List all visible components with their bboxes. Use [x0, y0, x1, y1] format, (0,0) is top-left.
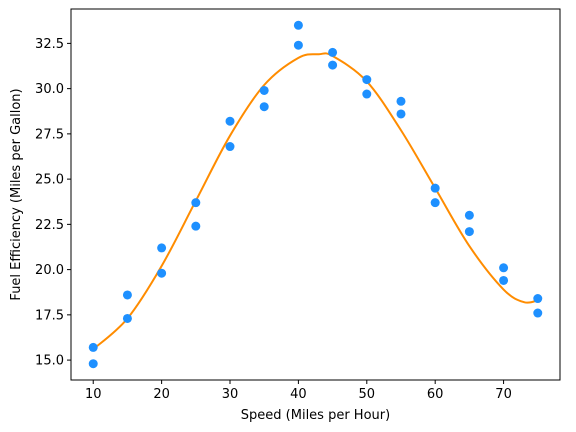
data-point: [430, 183, 440, 193]
y-tick-label: 15.0: [35, 354, 64, 369]
data-point: [293, 20, 303, 30]
data-point: [88, 359, 98, 369]
y-tick-label: 30.0: [35, 82, 64, 97]
x-axis-label: Speed (Miles per Hour): [241, 408, 390, 423]
data-point: [157, 268, 167, 278]
data-point: [396, 109, 406, 119]
axes-layer: 10 20 30 40 50 60 70 15.0 17.5 20.0 22.5 25.0 27.5 30…: [35, 8, 561, 402]
data-point: [191, 221, 201, 231]
data-point: [533, 308, 543, 318]
data-point: [191, 198, 201, 208]
y-axis-label: Fuel Efficiency (Miles per Gallon): [9, 88, 24, 300]
data-point: [122, 290, 132, 300]
fit-curve-layer: [92, 52, 538, 350]
data-point: [362, 75, 372, 85]
data-point: [293, 40, 303, 50]
y-tick-label: 27.5: [35, 127, 64, 142]
data-point: [499, 263, 509, 273]
x-tick-label: 60: [427, 387, 444, 402]
plot-frame: [70, 8, 561, 381]
data-point: [362, 89, 372, 99]
data-point: [88, 342, 98, 352]
data-point: [430, 198, 440, 208]
data-point: [328, 47, 338, 57]
data-point: [225, 116, 235, 126]
x-tick-label: 50: [359, 387, 376, 402]
data-point: [225, 142, 235, 152]
x-tick-label: 40: [290, 387, 307, 402]
data-point: [157, 243, 167, 253]
data-point: [328, 60, 338, 70]
x-tick-label: 10: [85, 387, 102, 402]
y-tick-label: 25.0: [35, 173, 64, 188]
points-layer: [88, 20, 543, 369]
y-tick-label: 20.0: [35, 263, 64, 278]
data-point: [464, 210, 474, 220]
y-tick-label: 17.5: [35, 308, 64, 323]
y-tick-label: 22.5: [35, 218, 64, 233]
data-point: [464, 227, 474, 237]
x-tick-label: 20: [153, 387, 170, 402]
data-point: [259, 102, 269, 112]
data-point: [533, 294, 543, 304]
data-point: [122, 313, 132, 323]
fit-curve-line: [92, 52, 538, 350]
data-point: [259, 85, 269, 95]
x-tick-label: 30: [222, 387, 239, 402]
y-tick-label: 32.5: [35, 37, 64, 52]
data-point: [499, 275, 509, 285]
data-point: [396, 96, 406, 106]
x-tick-label: 70: [495, 387, 512, 402]
